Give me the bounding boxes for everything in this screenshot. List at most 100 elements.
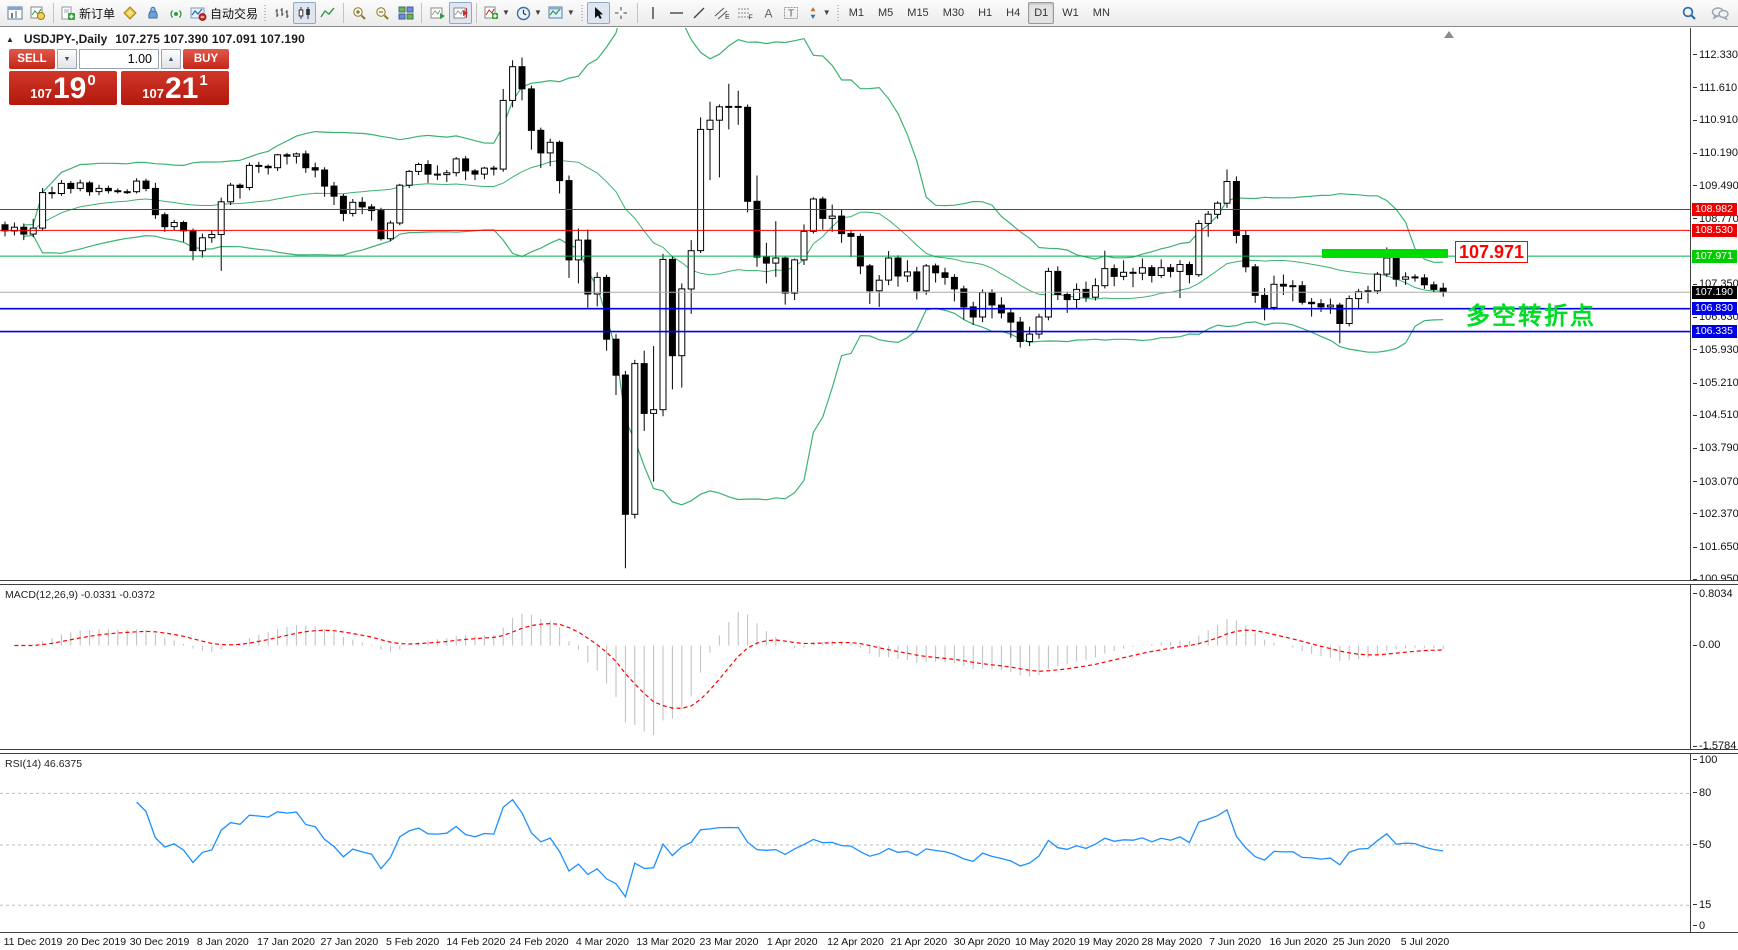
toolbar-separator (343, 3, 345, 23)
text-label-icon: T (784, 7, 799, 20)
text-button[interactable]: A (757, 2, 780, 24)
date-label: 19 May 2020 (1078, 936, 1139, 948)
profiles-icon (30, 6, 45, 20)
periods-button[interactable]: ▼ (513, 2, 545, 24)
new-order-icon (61, 6, 75, 20)
date-label: 12 Apr 2020 (827, 936, 884, 948)
sell-button[interactable]: SELL (9, 49, 55, 69)
macd-canvas[interactable] (0, 585, 1690, 749)
dropdown-caret-icon: ▼ (502, 8, 510, 17)
price-tick: 111.610 (1693, 82, 1737, 94)
rsi-panel[interactable] (0, 754, 1690, 932)
indicators-button[interactable]: ▼ (481, 2, 513, 24)
macd-indicator-label: MACD(12,26,9) -0.0331 -0.0372 (5, 589, 155, 601)
chart-symbol-label: USDJPY-,Daily (23, 32, 108, 46)
text-label-button[interactable]: T (780, 2, 803, 24)
one-click-trading-panel: SELL ▼ 1.00 ▲ BUY 107 19 0 107 21 1 (9, 49, 229, 105)
tf-button-w1[interactable]: W1 (1062, 7, 1079, 19)
date-label: 25 Jun 2020 (1332, 936, 1391, 948)
tf-button-h1[interactable]: H1 (978, 7, 993, 19)
tf-button-h4[interactable]: H4 (1006, 7, 1021, 19)
tile-windows-icon (398, 6, 414, 20)
tf-button-m30[interactable]: M30 (942, 7, 965, 19)
vertical-line-button[interactable] (642, 2, 665, 24)
line-chart-button[interactable] (316, 2, 339, 24)
toolbar-separator (476, 3, 478, 23)
search-button[interactable] (1677, 2, 1700, 24)
market-button[interactable] (141, 2, 164, 24)
price-tick: 103.790 (1693, 442, 1738, 454)
collapse-panel-icon[interactable]: ▲ (6, 34, 14, 44)
price-tick: 109.490 (1693, 180, 1738, 192)
panel-splitter[interactable] (0, 580, 1738, 585)
autotrading-button[interactable]: 自动交易 (187, 2, 261, 24)
metaeditor-button[interactable] (118, 2, 141, 24)
new-order-button[interactable]: 新订单 (58, 2, 118, 24)
price-tag: 107.190 (1692, 285, 1737, 299)
buy-price-display[interactable]: 107 21 1 (121, 71, 229, 105)
signals-button[interactable] (164, 2, 187, 24)
price-callout-label[interactable]: 107.971 (1455, 241, 1529, 263)
chat-button[interactable] (1708, 2, 1732, 24)
channel-button[interactable]: E (711, 2, 734, 24)
resistance-highlight-bar[interactable] (1322, 249, 1448, 258)
price-tick: 110.910 (1693, 114, 1738, 126)
chart-shift-button[interactable] (449, 2, 473, 24)
price-tick: 110.190 (1693, 147, 1738, 159)
auto-scroll-button[interactable] (426, 2, 449, 24)
fibonacci-button[interactable]: F (734, 2, 757, 24)
price-tick: 102.370 (1693, 508, 1738, 520)
main-chart-canvas[interactable] (0, 0, 1690, 580)
cursor-button[interactable] (586, 2, 610, 24)
timeframe-group: M1 M5 M15 M30 H1 H4 D1 W1 MN (843, 2, 1116, 24)
market-icon (147, 6, 158, 19)
price-tag: 107.971 (1692, 249, 1737, 263)
buy-price-prefix: 107 (142, 86, 164, 101)
autotrading-label: 自动交易 (210, 6, 259, 21)
buy-button[interactable]: BUY (183, 49, 229, 69)
tf-button-mn[interactable]: MN (1092, 7, 1110, 19)
date-label: 1 Apr 2020 (766, 936, 818, 948)
crosshair-button[interactable] (610, 2, 633, 24)
price-tag: 108.530 (1692, 223, 1737, 237)
zoom-in-button[interactable] (348, 2, 371, 24)
arrow-down-icon: ▼ (63, 55, 71, 63)
sell-price-display[interactable]: 107 19 0 (9, 71, 117, 105)
date-label: 10 May 2020 (1014, 936, 1076, 948)
tf-button-d1[interactable]: D1 (1028, 2, 1055, 24)
zoom-out-button[interactable] (371, 2, 394, 24)
volume-input[interactable]: 1.00 (79, 49, 159, 69)
tf-button-m5[interactable]: M5 (878, 7, 894, 19)
date-label: 16 Jun 2020 (1269, 936, 1328, 948)
price-tag: 106.335 (1692, 325, 1737, 339)
price-tick: 103.070 (1693, 476, 1738, 488)
tf-button-m1[interactable]: M1 (848, 7, 864, 19)
signals-icon (169, 10, 182, 18)
volume-increase-button[interactable]: ▲ (161, 49, 181, 69)
time-axis[interactable]: 11 Dec 2019 20 Dec 2019 30 Dec 2019 8 Jan 2… (0, 932, 1738, 950)
main-chart-panel[interactable] (0, 0, 1690, 580)
arrows-button[interactable]: ▼ (803, 2, 834, 24)
bar-chart-button[interactable] (270, 2, 293, 24)
tf-button-m15[interactable]: M15 (907, 7, 929, 19)
chart-shift-marker[interactable] (1444, 31, 1454, 38)
panel-splitter[interactable] (0, 749, 1738, 754)
price-axis[interactable]: 112.330 111.610 110.910 110.190 109.490 108.7… (1690, 28, 1738, 932)
candlestick-chart-button[interactable] (293, 2, 317, 24)
sell-price-sup: 0 (87, 72, 96, 89)
tile-windows-button[interactable] (394, 2, 417, 24)
bull-bear-turning-point-annotation[interactable]: 多空转折点 (1466, 303, 1596, 330)
search-icon (1682, 6, 1696, 20)
volume-decrease-button[interactable]: ▼ (57, 49, 77, 69)
horizontal-line-button[interactable] (665, 2, 688, 24)
templates-button[interactable]: ▼ (545, 2, 578, 24)
new-chart-button[interactable] (3, 2, 26, 24)
macd-panel[interactable] (0, 585, 1690, 749)
date-label: 21 Apr 2020 (890, 936, 948, 948)
trendline-button[interactable] (688, 2, 711, 24)
buy-price-big: 21 (164, 72, 199, 105)
rsi-canvas[interactable] (0, 754, 1690, 932)
chart-title: ▲ USDJPY-,Daily 107.275 107.390 107.091 … (6, 32, 305, 46)
profiles-button[interactable] (26, 2, 49, 24)
toolbar-grip (263, 3, 269, 23)
